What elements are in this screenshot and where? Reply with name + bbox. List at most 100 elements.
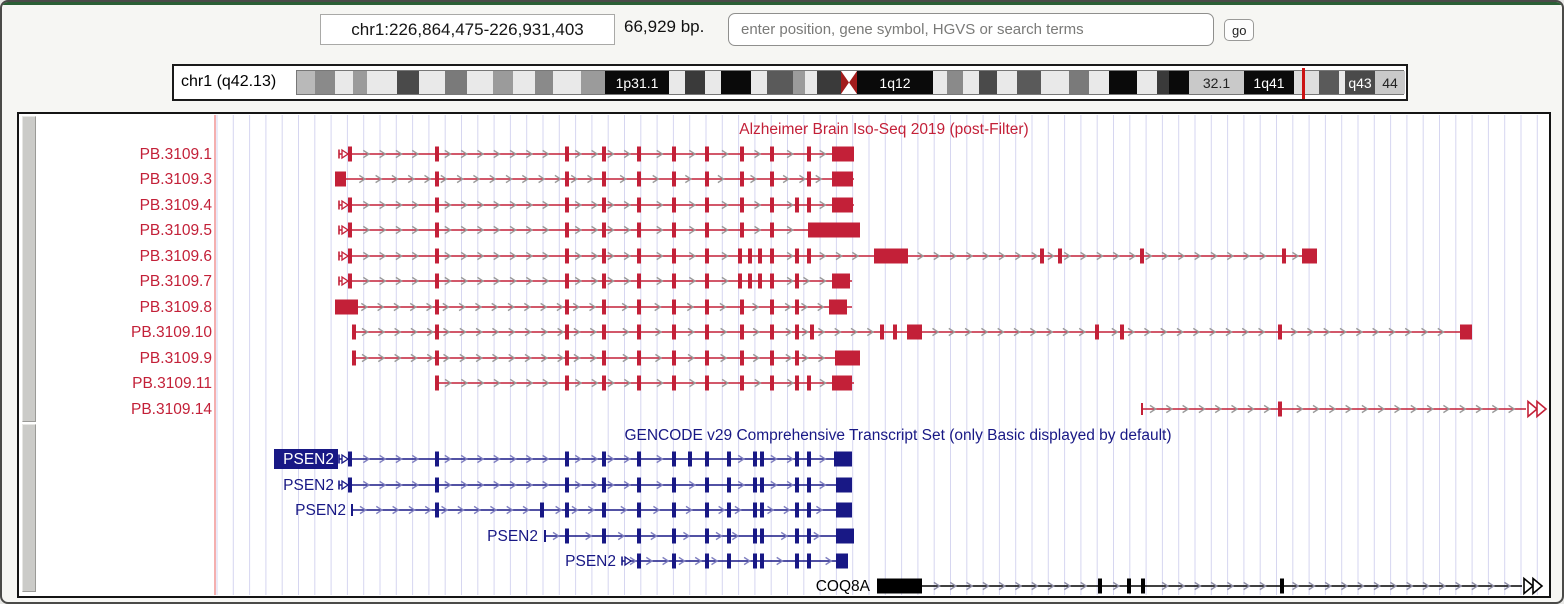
transcript-PB.3109.5[interactable]: PB.3109.5 [140,222,860,239]
ideogram-band[interactable] [705,71,721,94]
ideogram-band[interactable] [581,71,605,94]
ideogram-band[interactable] [1041,71,1069,94]
ideogram-band[interactable] [467,71,493,94]
ideogram-band[interactable] [553,71,581,94]
go-button[interactable]: go [1224,19,1255,41]
transcript-label[interactable]: PB.3109.14 [131,401,212,418]
chromosome-ideogram[interactable]: chr1 (q42.13) 1p31.1 1q12 32.1 1q41 q43 44 [172,64,1408,101]
ideogram-band[interactable] [1169,71,1189,94]
transcript-label[interactable]: PB.3109.8 [140,299,212,316]
transcript-label[interactable]: PSEN2 [295,502,346,519]
transcript-label[interactable]: PB.3109.5 [140,222,212,239]
band-label: 44 [1382,74,1398,91]
transcript-PSEN2[interactable]: PSEN2 [487,528,854,545]
track-title[interactable]: Alzheimer Brain Iso-Seq 2019 (post-Filte… [739,121,1028,138]
track-title[interactable]: GENCODE v29 Comprehensive Transcript Set… [624,427,1171,444]
ideogram-band[interactable] [297,71,315,94]
band-label: 1q41 [1253,74,1285,91]
ideogram-band[interactable] [979,71,997,94]
ideogram-band[interactable] [1017,71,1041,94]
ideogram-band[interactable]: 1p31.1 [605,71,669,94]
ideogram-band[interactable] [1157,71,1169,94]
transcript-PB.3109.8[interactable]: PB.3109.8 [140,299,852,316]
ideogram-band[interactable] [817,71,841,94]
ideogram-band[interactable] [1294,71,1319,94]
transcript-label[interactable]: PSEN2 [283,477,334,494]
ideogram-band[interactable] [963,71,979,94]
transcript-PB.3109.3[interactable]: PB.3109.3 [140,171,854,188]
transcript-PB.3109.9[interactable]: PB.3109.9 [140,350,860,367]
current-position-marker [1302,68,1305,99]
tracks-image[interactable]: Alzheimer Brain Iso-Seq 2019 (post-Filte… [17,112,1551,598]
ideogram-band[interactable] [1069,71,1089,94]
ideogram-band[interactable] [535,71,553,94]
ideogram-band[interactable] [445,71,467,94]
ideogram-band[interactable] [513,71,535,94]
ideogram-bands[interactable]: 1p31.1 1q12 32.1 1q41 q43 44 [296,68,1405,99]
transcript-PSEN2[interactable]: PSEN2 [274,449,852,469]
transcript-PB.3109.1[interactable]: PB.3109.1 [140,146,854,163]
transcript-PB.3109.7[interactable]: PB.3109.7 [140,273,852,290]
ideogram-band[interactable] [721,71,751,94]
ideogram-band[interactable] [335,71,353,94]
transcript-PSEN2[interactable]: PSEN2 [295,502,852,519]
region-size-label: 66,929 bp. [624,17,705,36]
transcript-PB.3109.14[interactable]: PB.3109.14 [131,399,1548,419]
transcript-PB.3109.6[interactable]: PB.3109.6 [140,248,1317,265]
transcript-label[interactable]: PSEN2 [565,553,616,570]
ideogram-band[interactable] [805,71,817,94]
ideogram-band[interactable] [793,71,805,94]
ideogram-band[interactable] [933,71,947,94]
transcript-label[interactable]: PB.3109.7 [140,273,212,290]
centromere[interactable] [841,71,857,94]
transcript-label[interactable]: PB.3109.9 [140,350,212,367]
transcript-PB.3109.10[interactable]: PB.3109.10 [131,324,1472,341]
ideogram-band[interactable]: 1q12 [857,71,933,94]
ideogram-band[interactable] [315,71,335,94]
ideogram-band[interactable] [1109,71,1137,94]
gridlines [216,115,1538,595]
ideogram-band[interactable] [685,71,705,94]
transcript-label[interactable]: PB.3109.3 [140,171,212,188]
transcript-label[interactable]: COQ8A [816,578,871,595]
ideogram-band[interactable] [751,71,767,94]
ideogram-band[interactable] [1089,71,1109,94]
tracks-canvas: Alzheimer Brain Iso-Seq 2019 (post-Filte… [131,115,1548,596]
ideogram-band[interactable] [1339,71,1345,94]
ideogram-band[interactable]: 32.1 [1189,71,1244,94]
track-drag-handle-gencode[interactable] [22,424,36,592]
ideogram-band[interactable] [353,71,367,94]
continuation-arrows-icon [1536,399,1548,419]
transcript-COQ8A[interactable]: COQ8A [816,576,1544,596]
transcript-label[interactable]: PSEN2 [487,528,538,545]
ideogram-band[interactable] [669,71,685,94]
transcript-PSEN2[interactable]: PSEN2 [283,477,852,494]
transcript-PB.3109.4[interactable]: PB.3109.4 [140,197,854,214]
ideogram-band[interactable] [997,71,1017,94]
ideogram-band[interactable]: 1q41 [1244,71,1294,94]
ideogram-band[interactable]: 44 [1375,71,1405,94]
ideogram-band[interactable] [493,71,513,94]
transcript-label[interactable]: PB.3109.4 [140,197,213,214]
ideogram-band[interactable] [367,71,397,94]
transcript-PSEN2[interactable]: PSEN2 [565,553,848,570]
ideogram-band[interactable] [947,71,963,94]
search-input[interactable] [728,13,1214,46]
ideogram-band[interactable] [397,71,419,94]
position-box[interactable]: chr1:226,864,475-226,931,403 [320,14,615,45]
ideogram-band[interactable] [419,71,445,94]
track-drag-handle-isoseq[interactable] [22,116,36,422]
ideogram-band[interactable] [1137,71,1157,94]
window-top-strip [2,2,1562,5]
transcript-label[interactable]: PSEN2 [283,451,334,468]
transcript-label[interactable]: PB.3109.11 [132,375,212,392]
band-label: 32.1 [1202,74,1231,91]
transcript-PB.3109.11[interactable]: PB.3109.11 [132,375,854,392]
transcript-label[interactable]: PB.3109.1 [140,146,212,163]
transcript-label[interactable]: PB.3109.10 [131,324,212,341]
ideogram-band[interactable] [767,71,793,94]
ideogram-band[interactable] [1319,71,1339,94]
continuation-arrows-icon [1523,576,1535,596]
transcript-label[interactable]: PB.3109.6 [140,248,212,265]
ideogram-band[interactable]: q43 [1345,71,1375,94]
